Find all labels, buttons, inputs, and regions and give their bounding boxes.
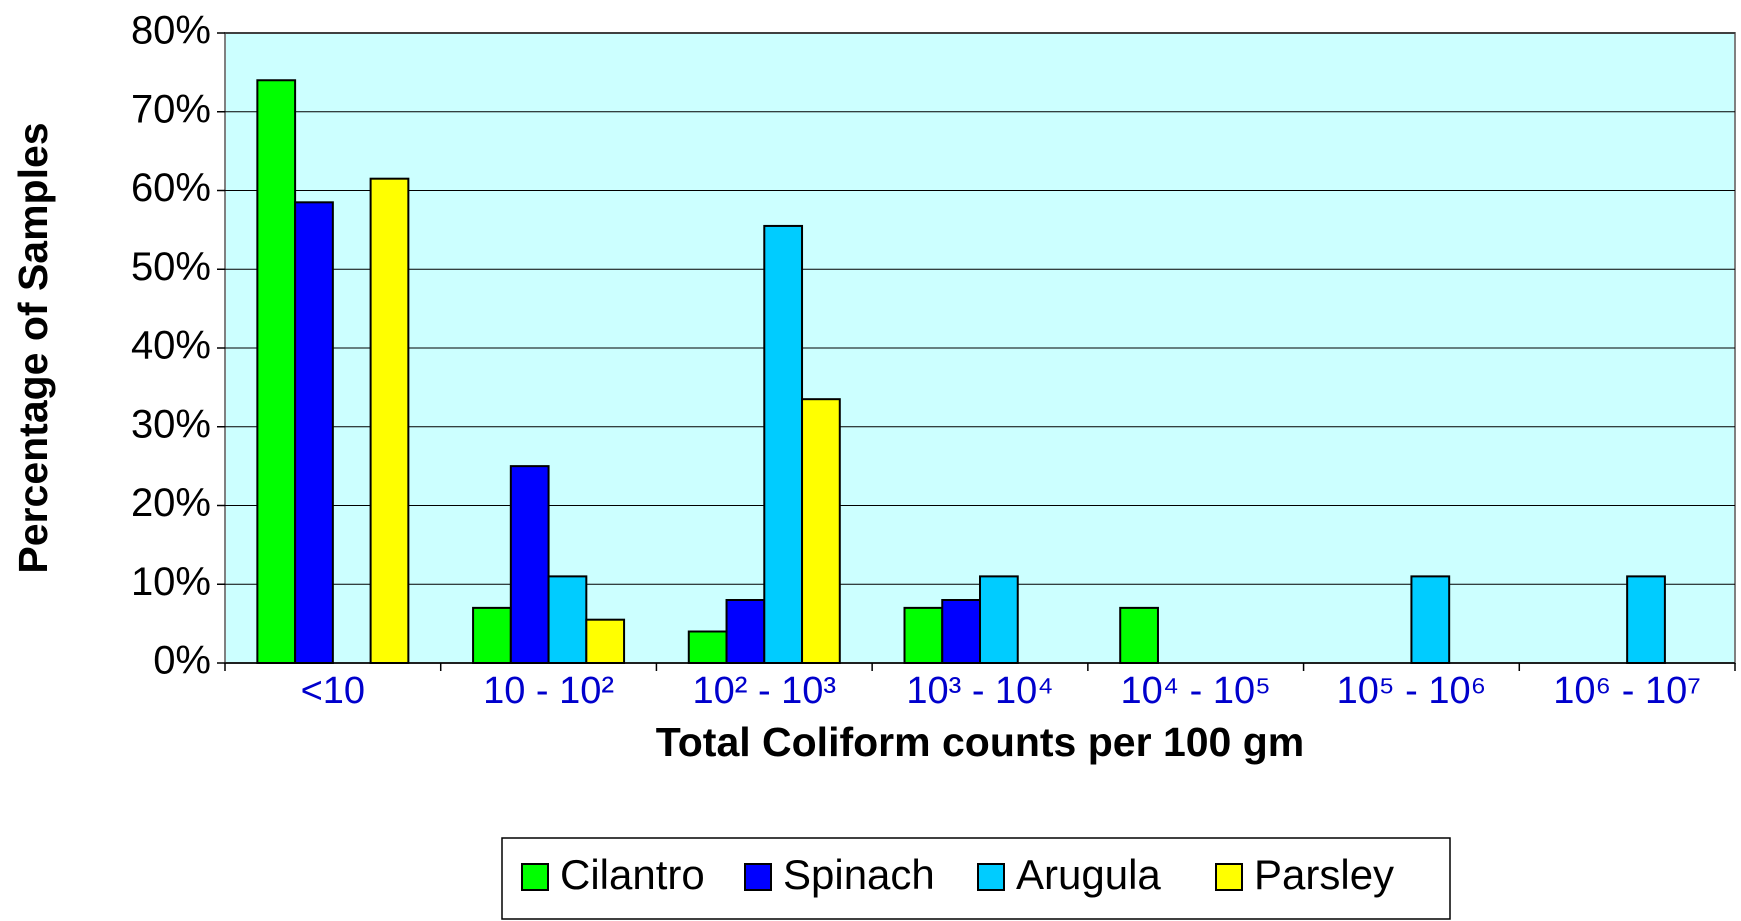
legend-swatch bbox=[1215, 863, 1243, 891]
bar bbox=[294, 201, 334, 664]
bar bbox=[763, 224, 804, 664]
legend-label: Cilantro bbox=[560, 851, 705, 898]
y-tick-label: 40% bbox=[131, 324, 211, 368]
x-axis-title: Total Coliform counts per 100 gm bbox=[656, 719, 1305, 765]
y-tick-label: 0% bbox=[153, 639, 211, 683]
bar bbox=[687, 630, 728, 664]
bar bbox=[256, 79, 297, 664]
bar bbox=[1119, 606, 1159, 664]
y-tick-label: 10% bbox=[131, 560, 211, 604]
y-tick-label: 20% bbox=[131, 481, 211, 525]
bar bbox=[509, 465, 550, 664]
legend-swatch bbox=[744, 863, 772, 891]
y-tick-label: 30% bbox=[131, 402, 211, 446]
legend-swatch bbox=[521, 863, 549, 891]
x-tick-label: 10⁴ - 10⁵ bbox=[1121, 670, 1271, 712]
legend-swatch bbox=[977, 863, 1005, 891]
legend-box bbox=[501, 837, 1451, 920]
x-tick-label: 10² - 10³ bbox=[692, 670, 836, 712]
legend-label: Arugula bbox=[1016, 851, 1161, 898]
x-tick-label: 10 - 10² bbox=[483, 670, 614, 712]
x-tick-label: 10⁶ - 10⁷ bbox=[1553, 670, 1701, 712]
y-tick-label: 60% bbox=[131, 166, 211, 210]
bar bbox=[941, 599, 981, 664]
bar bbox=[547, 575, 588, 664]
legend-label: Spinach bbox=[783, 851, 935, 898]
bar bbox=[801, 398, 841, 664]
bar bbox=[472, 606, 512, 664]
bar bbox=[1626, 575, 1666, 664]
bar bbox=[369, 177, 410, 664]
y-tick-label: 80% bbox=[131, 9, 211, 53]
y-tick-label: 50% bbox=[131, 245, 211, 289]
legend-label: Parsley bbox=[1254, 851, 1394, 898]
x-tick-label: <10 bbox=[301, 670, 365, 712]
y-tick-label: 70% bbox=[131, 87, 211, 131]
bar bbox=[979, 575, 1019, 664]
bar bbox=[1410, 575, 1451, 664]
y-axis-title: Percentage of Samples bbox=[10, 122, 56, 573]
x-tick-label: 10⁵ - 10⁶ bbox=[1337, 670, 1487, 712]
bar bbox=[725, 599, 766, 664]
bar bbox=[903, 606, 944, 664]
bar bbox=[585, 618, 626, 664]
x-tick-label: 10³ - 10⁴ bbox=[906, 670, 1053, 712]
